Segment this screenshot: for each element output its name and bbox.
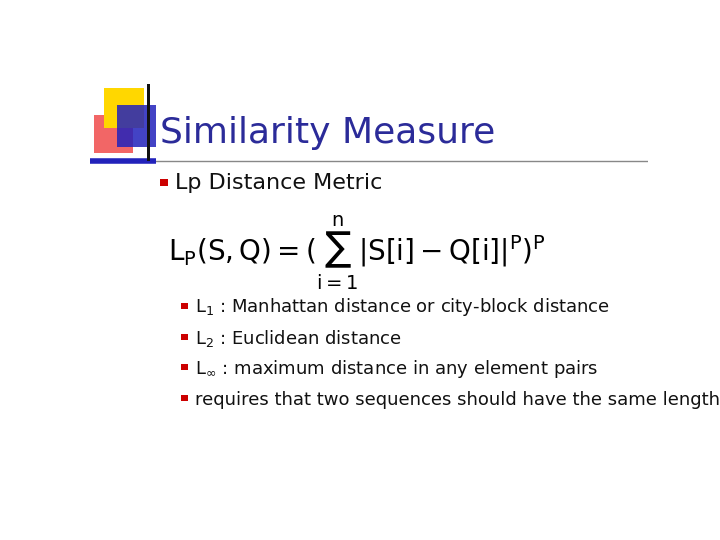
Text: Similarity Measure: Similarity Measure (160, 116, 495, 150)
FancyBboxPatch shape (181, 364, 188, 370)
FancyBboxPatch shape (147, 84, 150, 161)
Text: $\mathsf{L_P(S,Q) = (\sum_{i=1}^{n}|S[i]-Q[i]|^P)^P}$: $\mathsf{L_P(S,Q) = (\sum_{i=1}^{n}|S[i]… (168, 214, 546, 293)
Text: $\mathsf{L_2}$ : Euclidean distance: $\mathsf{L_2}$ : Euclidean distance (195, 328, 402, 349)
Text: $\mathsf{L_{\infty}}$ : maximum distance in any element pairs: $\mathsf{L_{\infty}}$ : maximum distance… (195, 358, 599, 380)
FancyBboxPatch shape (104, 88, 144, 128)
FancyBboxPatch shape (94, 115, 132, 153)
FancyBboxPatch shape (117, 105, 156, 147)
FancyBboxPatch shape (181, 334, 188, 340)
FancyBboxPatch shape (160, 179, 168, 186)
FancyBboxPatch shape (181, 303, 188, 309)
FancyBboxPatch shape (181, 395, 188, 401)
Text: $\mathsf{L_1}$ : Manhattan distance or city-block distance: $\mathsf{L_1}$ : Manhattan distance or c… (195, 296, 611, 319)
Text: Lp Distance Metric: Lp Distance Metric (175, 173, 382, 193)
Text: requires that two sequences should have the same length: requires that two sequences should have … (195, 391, 720, 409)
